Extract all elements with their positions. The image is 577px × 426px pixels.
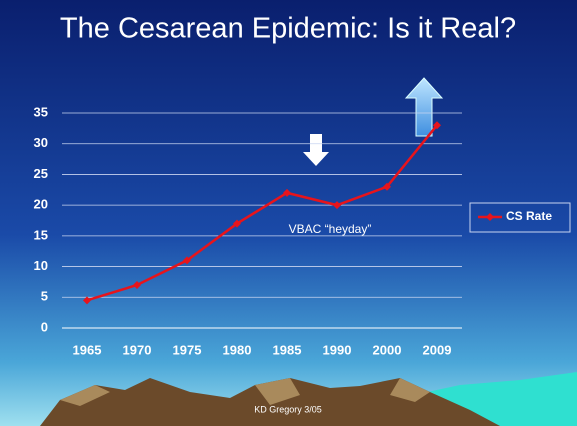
y-tick-label: 10 — [34, 258, 48, 273]
y-tick-label: 15 — [34, 227, 48, 242]
chart-title: The Cesarean Epidemic: Is it Real? — [60, 13, 516, 45]
slide: The Cesarean Epidemic: Is it Real? VBAC … — [0, 0, 577, 426]
y-tick-label: 25 — [34, 166, 48, 181]
x-tick-label: 2009 — [423, 342, 452, 357]
footer: KD Gregory 3/05 — [254, 404, 322, 414]
annotation: VBAC “heyday” — [289, 222, 372, 236]
x-tick-label: 1980 — [223, 342, 252, 357]
legend-label: CS Rate — [506, 209, 552, 223]
x-tick-label: 1970 — [123, 342, 152, 357]
x-tick-label: 1975 — [173, 342, 202, 357]
y-tick-label: 20 — [34, 197, 48, 212]
x-tick-label: 1965 — [73, 342, 102, 357]
y-tick-label: 0 — [41, 319, 48, 334]
y-tick-label: 30 — [34, 135, 48, 150]
x-tick-label: 1990 — [323, 342, 352, 357]
background — [0, 0, 577, 426]
y-tick-label: 5 — [41, 289, 48, 304]
y-tick-label: 35 — [34, 104, 48, 119]
x-tick-label: 2000 — [373, 342, 402, 357]
x-tick-label: 1985 — [273, 342, 302, 357]
